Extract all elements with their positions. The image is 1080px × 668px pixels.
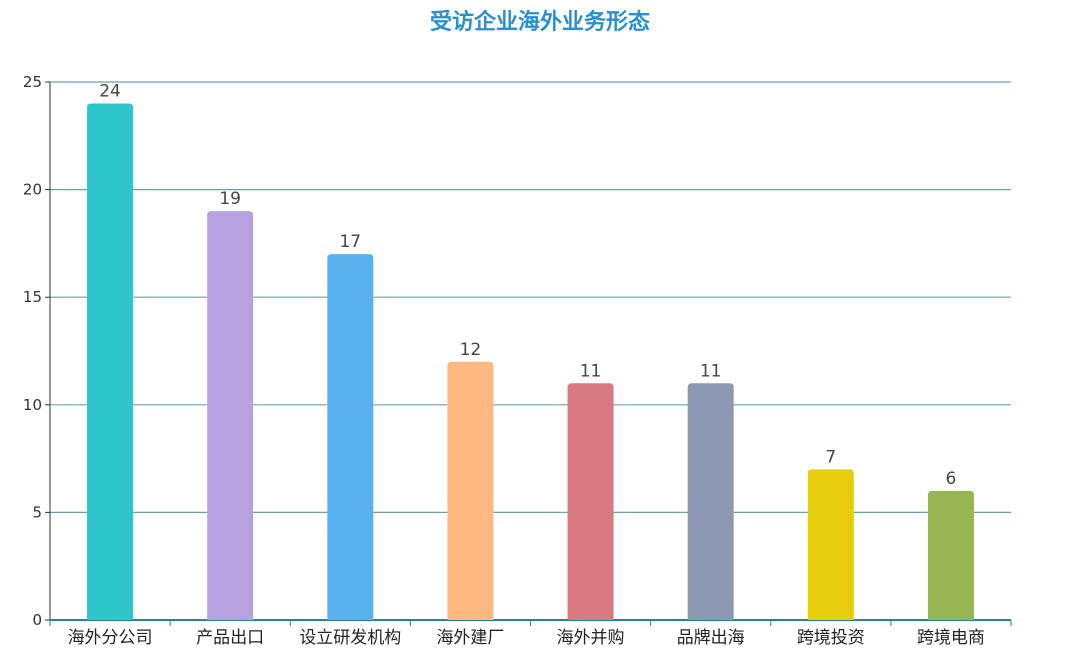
bars — [87, 103, 974, 620]
x-tick-label: 跨境投资 — [797, 628, 865, 648]
data-label: 11 — [580, 361, 602, 381]
x-tick-label: 产品出口 — [196, 628, 264, 648]
bar — [447, 361, 494, 620]
x-tick-label: 海外并购 — [557, 628, 625, 648]
y-tick-label: 10 — [23, 396, 42, 414]
y-tick-label: 15 — [23, 288, 42, 306]
chart-title: 受访企业海外业务形态 — [429, 10, 650, 35]
grid-lines — [50, 81, 1011, 514]
bar — [87, 103, 134, 620]
labels: 0 5 10 15 20 25 24 海外分公司 19 产品出口 17 设立研发机构 12 海外建厂 11 海… — [23, 73, 985, 648]
data-label: 24 — [99, 82, 121, 102]
x-tick-label: 设立研发机构 — [299, 628, 401, 648]
x-tick-label: 品牌出海 — [677, 628, 745, 648]
bar — [567, 383, 614, 620]
data-label: 12 — [460, 340, 482, 360]
data-label: 6 — [946, 469, 957, 489]
bar — [327, 254, 374, 620]
data-label: 17 — [339, 232, 361, 252]
x-tick-label: 海外分公司 — [68, 628, 153, 648]
bar — [927, 490, 974, 620]
bar — [687, 383, 734, 620]
bar — [207, 211, 254, 620]
y-tick-label: 5 — [32, 503, 42, 521]
y-tick-label: 0 — [32, 611, 42, 629]
axes — [45, 81, 1012, 626]
y-tick-label: 25 — [23, 73, 42, 91]
y-tick-label: 20 — [23, 181, 42, 199]
x-tick-label: 海外建厂 — [436, 628, 504, 648]
data-label: 7 — [825, 447, 836, 467]
bar — [807, 469, 854, 620]
data-label: 19 — [219, 189, 241, 209]
data-label: 11 — [700, 361, 722, 381]
x-tick-label: 跨境电商 — [917, 628, 985, 648]
